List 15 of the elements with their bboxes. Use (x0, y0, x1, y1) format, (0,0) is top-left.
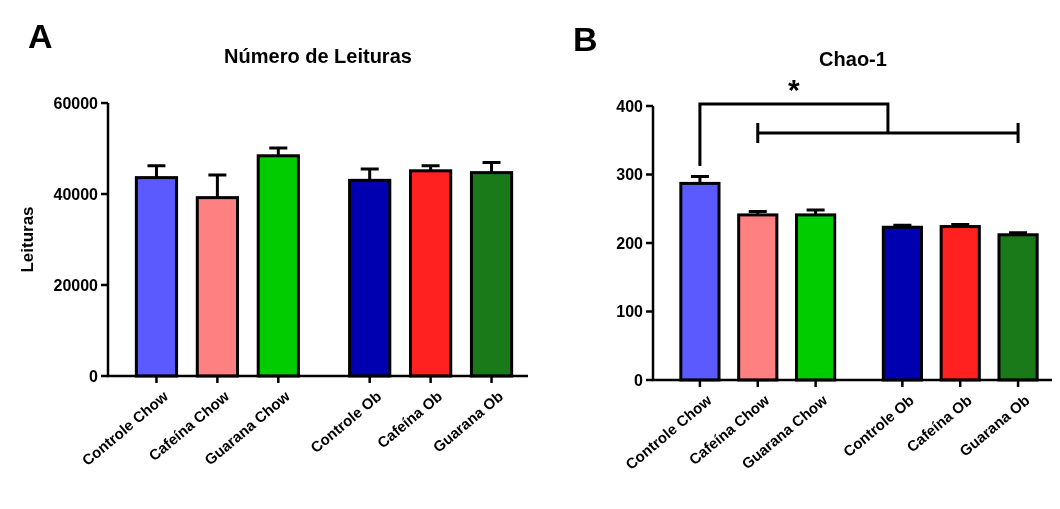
y-tick-label: 400 (616, 97, 644, 115)
y-tick-label: 20000 (53, 276, 99, 294)
y-tick-label: 200 (616, 234, 644, 252)
y-tick-label: 0 (89, 367, 99, 385)
y-tick-label: 0 (634, 371, 644, 389)
chart-title: Número de Leituras (224, 45, 412, 67)
chart-title: Chao-1 (819, 48, 887, 70)
y-tick-label: 40000 (53, 185, 99, 203)
annotation: * (788, 73, 801, 106)
text: A (28, 17, 53, 55)
y-tick-label: 60000 (53, 94, 99, 112)
text: B (573, 20, 598, 58)
y-tick-label: 300 (616, 166, 644, 184)
y-tick-label: 100 (616, 303, 644, 321)
y-axis-title: Leituras (18, 206, 37, 273)
